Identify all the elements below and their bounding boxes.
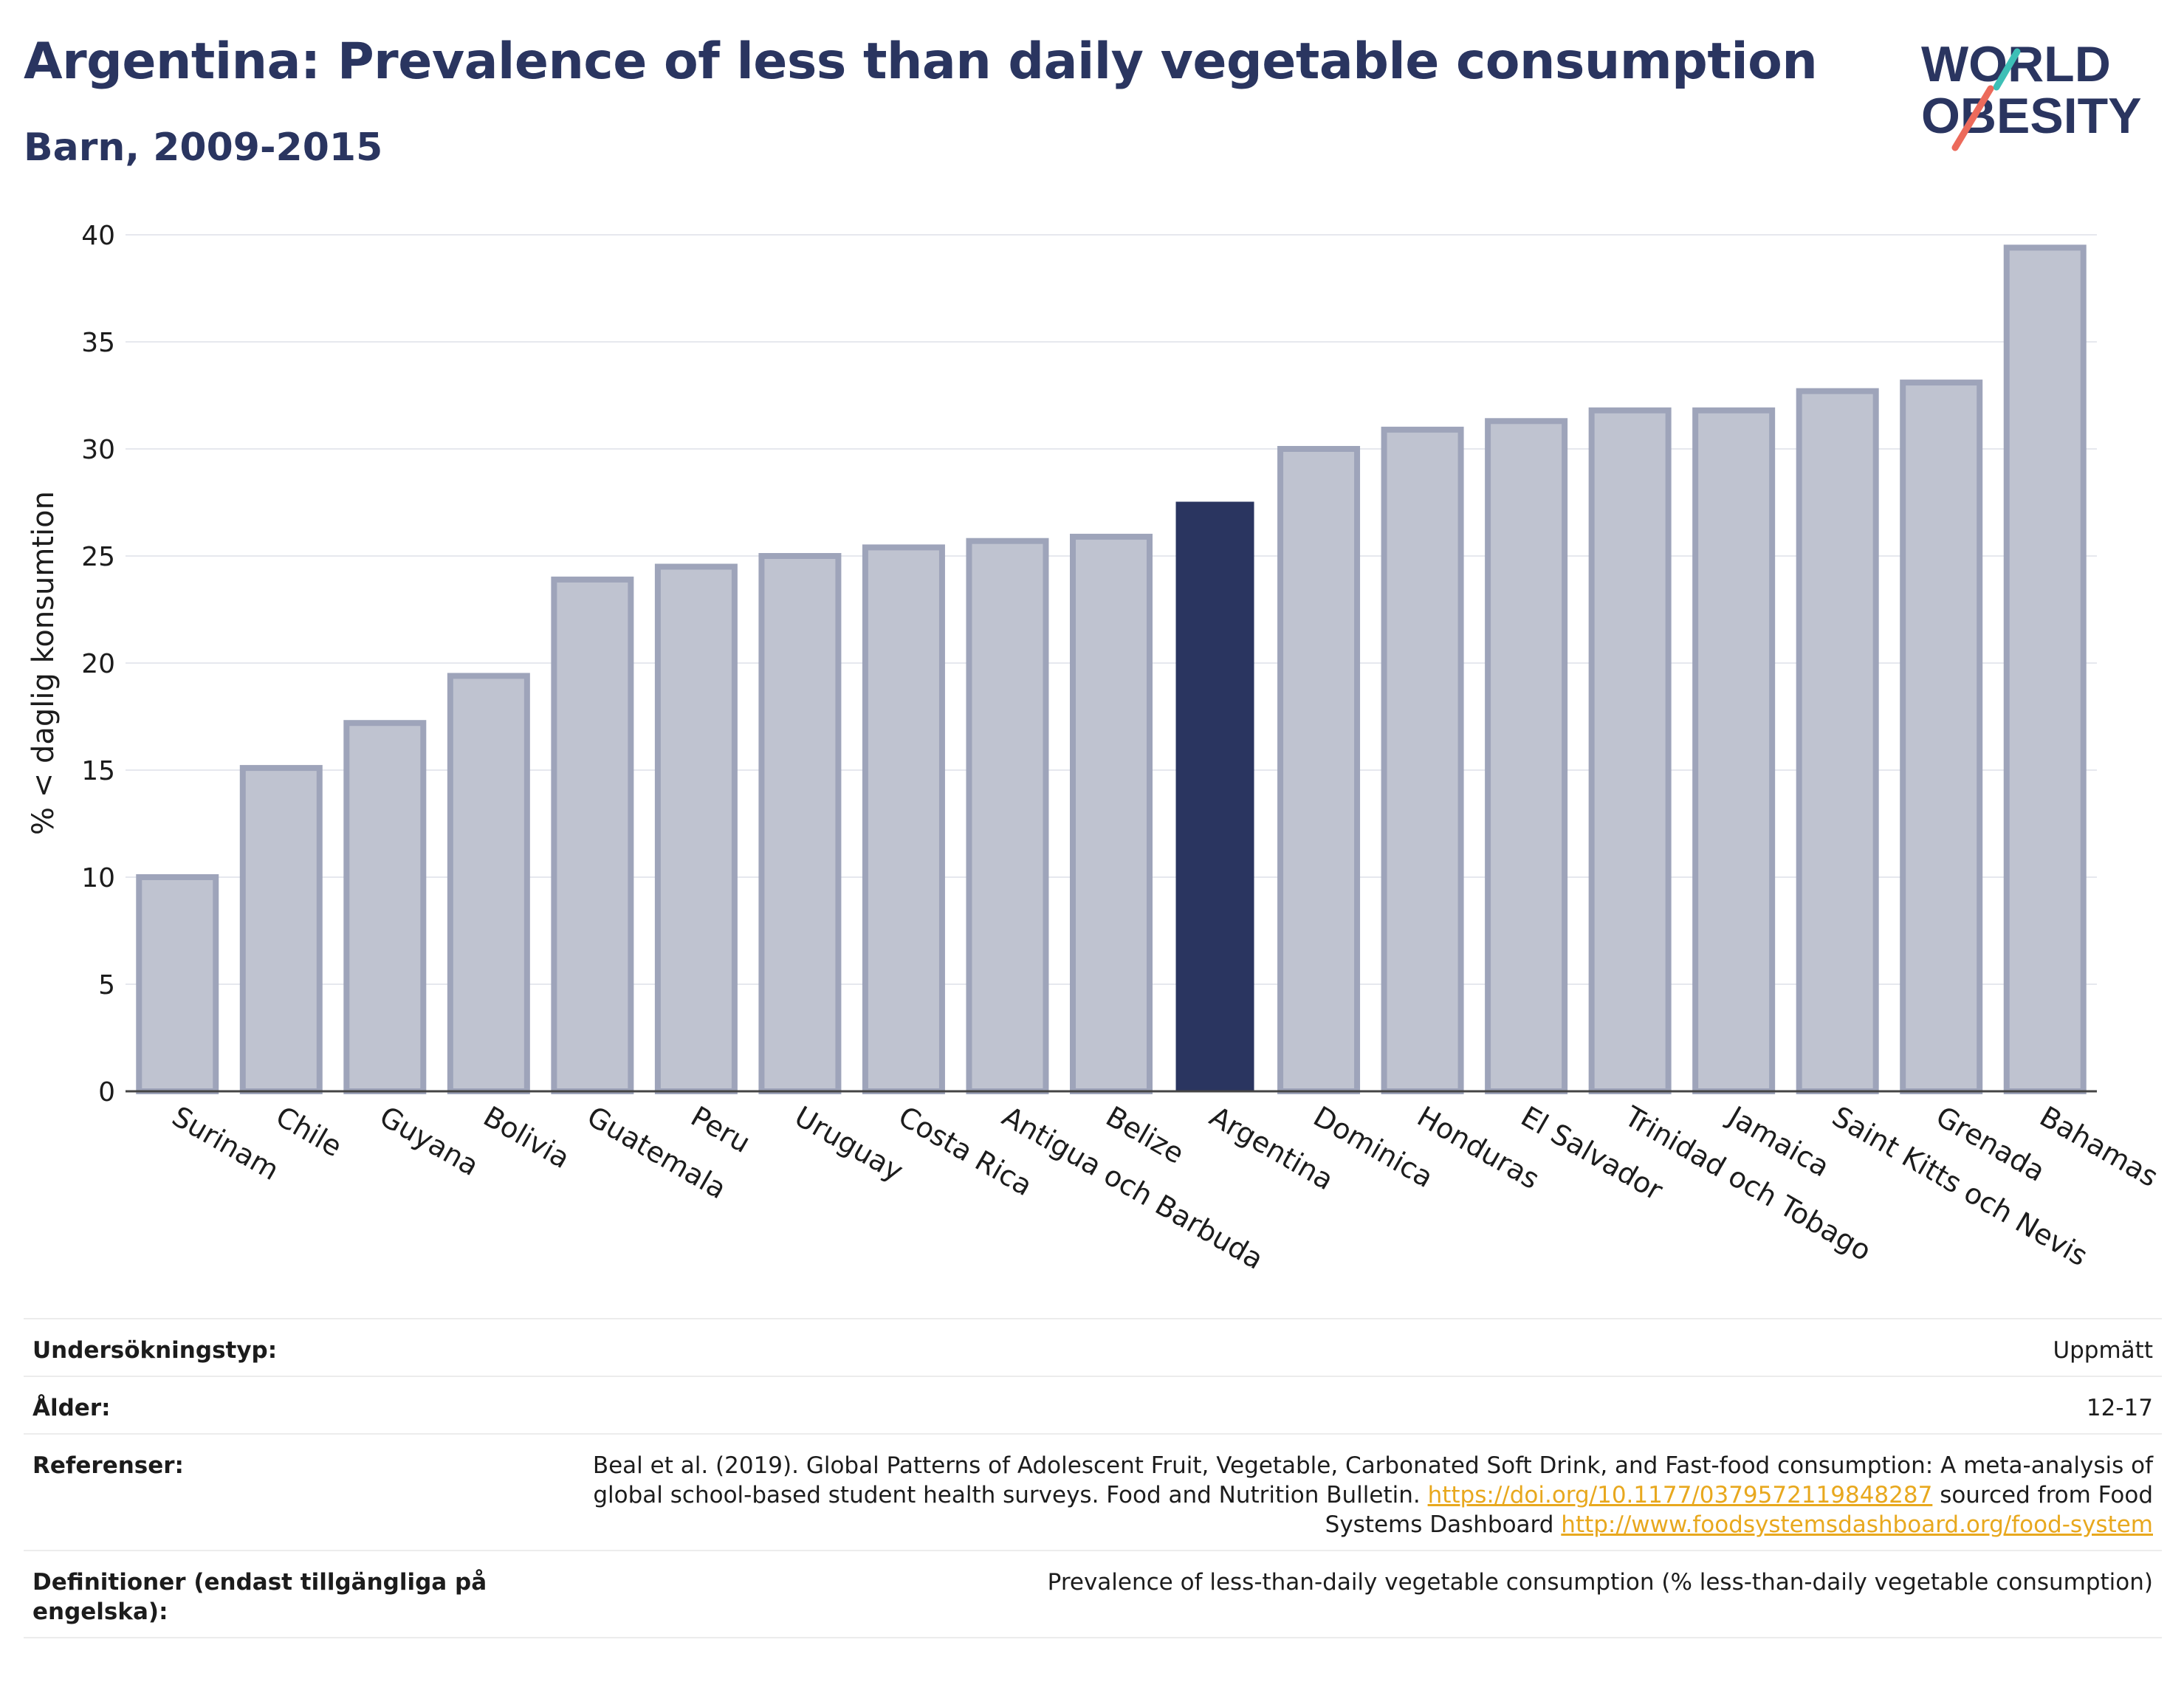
definitions-label: Definitioner (endast tillgängliga på eng… bbox=[24, 1550, 558, 1638]
x-tick-label: Guyana bbox=[374, 1100, 484, 1182]
chart-title: Argentina: Prevalence of less than daily… bbox=[24, 32, 1818, 91]
age-row: Ålder: 12-17 bbox=[24, 1376, 2162, 1435]
bar-chile bbox=[239, 765, 323, 1094]
bar-argentina bbox=[1175, 501, 1254, 1092]
chart-subtitle: Barn, 2009-2015 bbox=[24, 126, 383, 170]
bar-el-salvador bbox=[1485, 418, 1568, 1094]
bar-belize bbox=[1070, 533, 1153, 1094]
definitions-value: Prevalence of less-than-daily vegetable … bbox=[558, 1550, 2162, 1638]
bar-bolivia bbox=[447, 673, 530, 1094]
logo-text-world: WORLD bbox=[1921, 36, 2111, 92]
bar-peru bbox=[654, 563, 738, 1094]
bar-saint-kitts-och-nevis bbox=[1796, 388, 1879, 1094]
x-tick-label: Bahamas bbox=[2034, 1100, 2163, 1194]
y-tick-label: 20 bbox=[81, 649, 115, 679]
definitions-row: Definitioner (endast tillgängliga på eng… bbox=[24, 1550, 2162, 1638]
food-systems-link[interactable]: http://www.foodsystemsdashboard.org/food… bbox=[1561, 1511, 2153, 1538]
bar-guyana bbox=[343, 720, 427, 1094]
y-tick-label: 15 bbox=[81, 756, 115, 786]
logo-slash-teal bbox=[1993, 48, 2021, 91]
y-axis-ticks: 0 5 10 15 20 25 30 35 40 bbox=[81, 221, 115, 1108]
y-tick-label: 10 bbox=[81, 863, 115, 893]
logo-slash-coral bbox=[1951, 85, 1994, 151]
references-row: Referenser: Beal et al. (2019). Global P… bbox=[24, 1433, 2162, 1551]
bar-honduras bbox=[1381, 426, 1464, 1094]
x-tick-label: Chile bbox=[270, 1100, 347, 1164]
age-value: 12-17 bbox=[558, 1376, 2162, 1435]
references-label: Referenser: bbox=[24, 1433, 558, 1551]
x-tick-label: Surinam bbox=[167, 1100, 285, 1187]
doi-link[interactable]: https://doi.org/10.1177/0379572119848287 bbox=[1427, 1482, 1933, 1508]
y-tick-label: 30 bbox=[81, 435, 115, 465]
bar-uruguay bbox=[758, 553, 842, 1094]
references-text-2: sourced from Food Systems Dashboard bbox=[1325, 1482, 2153, 1538]
details-table: Undersökningstyp: Uppmätt Ålder: 12-17 R… bbox=[24, 1318, 2162, 1638]
bar-guatemala bbox=[551, 576, 634, 1094]
references-value: Beal et al. (2019). Global Patterns of A… bbox=[558, 1433, 2162, 1551]
y-tick-label: 5 bbox=[98, 970, 115, 1000]
bars bbox=[136, 244, 2087, 1095]
references-text-1: Beal et al. (2019). Global Patterns of A… bbox=[592, 1452, 2153, 1508]
logo-text-obesity: OBESITY bbox=[1921, 88, 2142, 144]
bar-bahamas bbox=[2003, 244, 2087, 1094]
y-tick-label: 40 bbox=[81, 221, 115, 251]
x-tick-label: Uruguay bbox=[789, 1100, 909, 1188]
world-obesity-logo: WORLD OBESITY bbox=[1921, 36, 2142, 151]
y-tick-label: 35 bbox=[81, 328, 115, 358]
survey-type-row: Undersökningstyp: Uppmätt bbox=[24, 1318, 2162, 1377]
bar-costa-rica bbox=[862, 544, 945, 1094]
y-tick-label: 25 bbox=[81, 542, 115, 572]
age-label: Ålder: bbox=[24, 1376, 558, 1435]
bar-grenada bbox=[1900, 380, 1983, 1095]
y-tick-label: 0 bbox=[98, 1077, 115, 1108]
bar-jamaica bbox=[1692, 407, 1776, 1094]
x-tick-label: Peru bbox=[685, 1100, 755, 1159]
bar-surinam bbox=[136, 874, 219, 1094]
x-tick-label: Bolivia bbox=[478, 1100, 575, 1175]
bar-trinidad-och-tobago bbox=[1588, 407, 1672, 1094]
survey-type-value: Uppmätt bbox=[558, 1318, 2162, 1377]
y-axis-label: % < daglig konsumtion bbox=[27, 491, 61, 835]
bar-dominica bbox=[1277, 446, 1361, 1094]
bar-antigua-och-barbuda bbox=[966, 538, 1049, 1094]
survey-type-label: Undersökningstyp: bbox=[24, 1318, 558, 1377]
